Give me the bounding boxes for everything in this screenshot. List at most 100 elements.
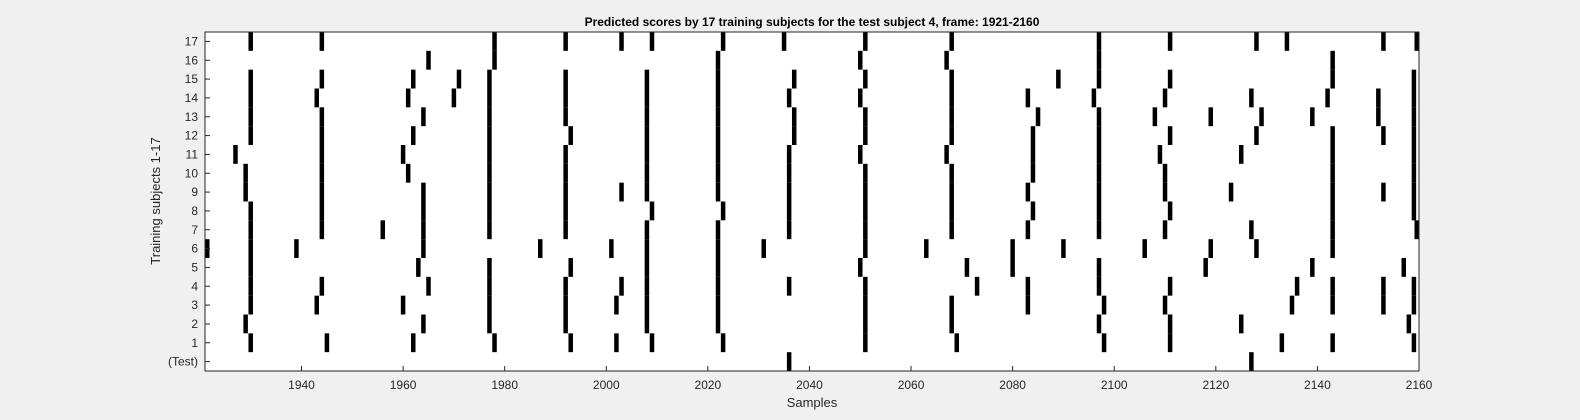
mark-row14-7 [715, 88, 721, 108]
mark-row16-3 [858, 50, 863, 70]
mark-row4-9 [863, 276, 868, 296]
data-marks [205, 32, 1419, 371]
mark-row2-6 [863, 314, 868, 334]
mark-row6-2 [294, 239, 299, 258]
mark-row4-17 [1411, 276, 1417, 296]
mark-row13-15 [1310, 107, 1315, 127]
mark-row13-7 [791, 107, 797, 127]
mark-row1-3 [492, 333, 497, 353]
mark-row9-1 [319, 182, 325, 202]
mark-row8-12 [1167, 201, 1173, 221]
mark-row3-8 [863, 295, 868, 315]
mark-row15-4 [487, 69, 492, 89]
mark-row14-9 [858, 88, 863, 108]
x-tick-label: 2140 [1304, 378, 1331, 392]
mark-row13-5 [644, 107, 650, 127]
mark-row17-6 [720, 32, 726, 51]
mark-row1-11 [1167, 333, 1173, 353]
mark-row15-8 [791, 69, 797, 89]
x-tick-label: 1980 [491, 378, 518, 392]
mark-row2-11 [1406, 314, 1412, 334]
mark-row9-10 [949, 182, 954, 202]
y-tick-label: 14 [185, 91, 199, 105]
mark-row4-2 [426, 276, 431, 296]
mark-row6-5 [609, 239, 614, 258]
mark-row9-4 [563, 182, 568, 202]
mark-row1-6 [649, 333, 655, 353]
mark-row3-12 [1162, 295, 1168, 315]
mark-row10-2 [405, 163, 411, 183]
y-tick-label: 16 [185, 53, 199, 67]
mark-row11-4 [563, 145, 568, 164]
y-tick-label: 5 [191, 260, 198, 274]
mark-row9-5 [619, 182, 624, 202]
mark-row13-6 [715, 107, 721, 127]
mark-row8-1 [319, 201, 325, 221]
mark-row6-11 [1010, 239, 1015, 258]
mark-row11-7 [786, 145, 792, 164]
mark-row8-8 [863, 201, 868, 221]
mark-row13-14 [1259, 107, 1264, 127]
mark-row1-5 [614, 333, 619, 353]
mark-row13-0 [248, 107, 253, 127]
mark-row3-1 [314, 295, 319, 315]
mark-row16-2 [715, 50, 721, 70]
mark-row14-5 [563, 88, 568, 108]
mark-row10-13 [1330, 163, 1335, 183]
mark-row12-7 [791, 126, 797, 145]
mark-row5-1 [416, 258, 421, 277]
mark-row5-2 [487, 258, 492, 277]
mark-row16-5 [1096, 50, 1102, 70]
mark-row14-14 [1249, 88, 1254, 108]
mark-row7-9 [863, 220, 868, 240]
mark-row12-11 [1096, 126, 1102, 145]
mark-row13-11 [1096, 107, 1102, 127]
mark-row13-16 [1376, 107, 1381, 127]
mark-row8-5 [649, 201, 655, 221]
mark-row7-15 [1330, 220, 1335, 240]
mark-row3-14 [1330, 295, 1335, 315]
mark-row7-13 [1162, 220, 1168, 240]
mark-row7-16 [1414, 220, 1419, 240]
mark-row17-4 [619, 32, 624, 51]
mark-row6-8 [761, 239, 766, 258]
mark-row6-1 [248, 239, 253, 258]
mark-row15-12 [1096, 69, 1102, 89]
mark-row11-3 [487, 145, 492, 164]
mark-row2-3 [563, 314, 568, 334]
mark-row0-1 [1249, 352, 1254, 371]
mark-row9-13 [1162, 182, 1168, 202]
mark-row16-6 [1330, 50, 1335, 70]
mark-row4-6 [644, 276, 650, 296]
mark-row11-11 [1096, 145, 1102, 164]
mark-row11-13 [1238, 145, 1244, 164]
mark-row10-12 [1162, 163, 1168, 183]
x-tick-label: 2120 [1202, 378, 1229, 392]
mark-row5-10 [1203, 258, 1208, 277]
mark-row11-9 [944, 145, 949, 164]
mark-row4-3 [487, 276, 492, 296]
mark-row9-15 [1330, 182, 1335, 202]
mark-row13-9 [949, 107, 954, 127]
mark-row17-14 [1381, 32, 1386, 51]
plot-frame [204, 31, 1420, 372]
mark-row9-2 [421, 182, 426, 202]
mark-row14-13 [1162, 88, 1168, 108]
mark-row8-0 [248, 201, 253, 221]
mark-row17-15 [1414, 32, 1419, 51]
mark-row17-2 [492, 32, 497, 51]
mark-row5-11 [1310, 258, 1315, 277]
mark-row10-7 [786, 163, 792, 183]
mark-row17-12 [1254, 32, 1259, 51]
y-tick-label: 6 [191, 242, 198, 256]
mark-row17-13 [1284, 32, 1290, 51]
mark-row4-14 [1294, 276, 1300, 296]
mark-row3-3 [487, 295, 492, 315]
mark-row6-16 [1330, 239, 1335, 258]
mark-row13-8 [863, 107, 868, 127]
mark-row8-3 [487, 201, 492, 221]
y-tick-label: 13 [185, 110, 199, 124]
mark-row6-4 [538, 239, 543, 258]
mark-row14-1 [314, 88, 319, 108]
